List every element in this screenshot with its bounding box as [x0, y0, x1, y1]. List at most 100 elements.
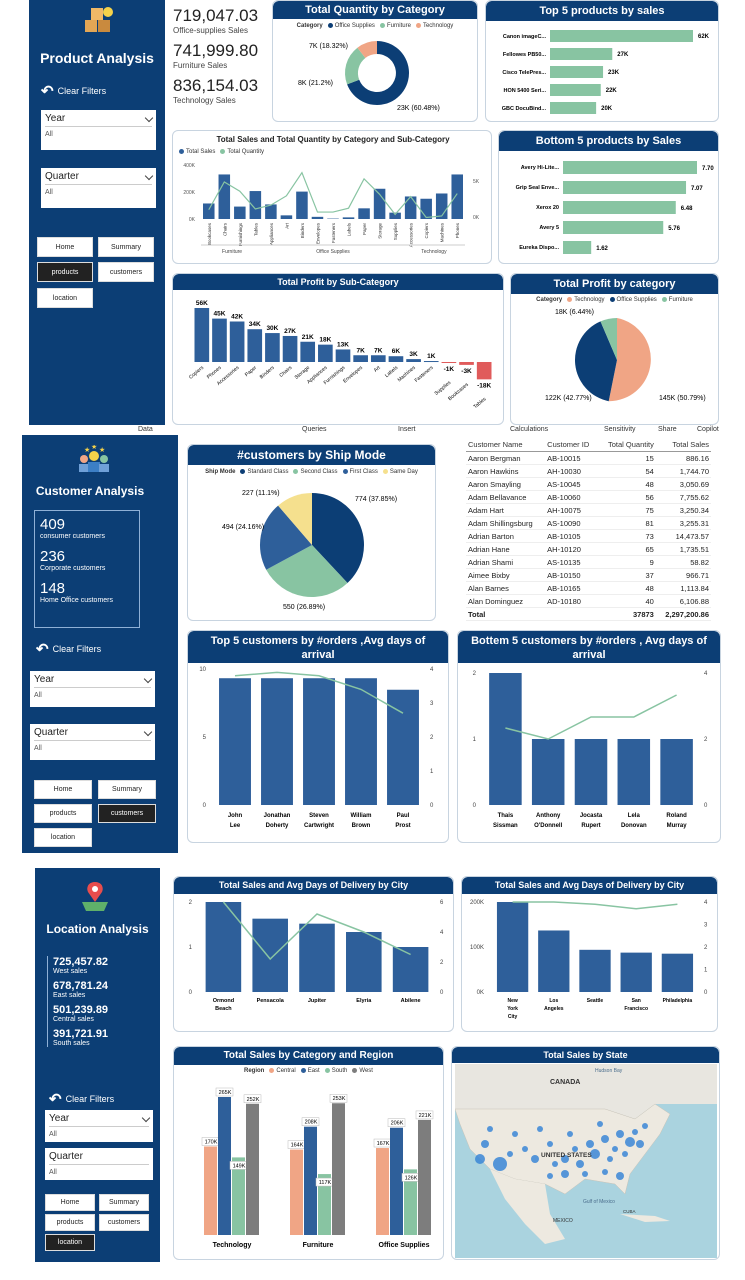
state-bubble[interactable] — [601, 1135, 609, 1143]
card-title: Total Profit by Sub-Category — [173, 274, 503, 290]
state-bubble[interactable] — [547, 1173, 553, 1179]
state-bubble[interactable] — [632, 1129, 638, 1135]
state-bubble[interactable] — [602, 1169, 608, 1175]
pie-slice-sameday — [278, 493, 312, 545]
tab-sensitivity[interactable]: Sensitivity — [604, 426, 636, 433]
state-bubble[interactable] — [576, 1160, 584, 1168]
table-row[interactable]: Alan Dominguez AD-10180 40 6,106.88 — [466, 594, 711, 608]
quarter-slicer[interactable]: Quarter All — [41, 168, 156, 208]
table-row[interactable]: Aaron Bergman AB-10015 15 886.16 — [466, 451, 711, 465]
state-bubble[interactable] — [622, 1151, 628, 1157]
year-slicer[interactable]: Year All — [30, 671, 155, 707]
quarter-slicer[interactable]: Quarter All — [45, 1148, 153, 1180]
bar — [531, 739, 565, 805]
avg-days-line — [222, 901, 411, 961]
state-bubble[interactable] — [582, 1171, 588, 1177]
bar — [550, 84, 601, 96]
table-cell: Aimee Bixby — [466, 568, 546, 582]
table-row[interactable]: Aaron Hawkins AH-10030 54 1,744.70 — [466, 464, 711, 478]
category-label: Office Supplies — [379, 1242, 430, 1249]
nav-customers-button[interactable]: customers — [99, 1214, 149, 1231]
tick-label: 0K — [189, 217, 196, 223]
tick-label: 400K — [183, 163, 195, 169]
tab-queries[interactable]: Queries — [302, 426, 327, 433]
state-bubble[interactable] — [481, 1140, 489, 1148]
column-header[interactable]: Customer Name — [466, 438, 546, 452]
clear-filters-button[interactable]: ↶ Clear Filters — [49, 1091, 115, 1108]
nav-home-button[interactable]: Home — [45, 1194, 95, 1211]
state-bubble[interactable] — [512, 1131, 518, 1137]
state-bubble[interactable] — [616, 1130, 624, 1138]
state-bubble[interactable] — [552, 1161, 558, 1167]
bar — [418, 1119, 431, 1235]
nav-products-button[interactable]: products — [34, 804, 92, 823]
table-cell: Adrian Barton — [466, 529, 546, 543]
column-header[interactable]: Customer ID — [545, 438, 599, 452]
us-state-map[interactable]: CANADA UNITED STATES MEXICO Gulf of Mexi… — [455, 1064, 717, 1258]
state-bubble[interactable] — [522, 1146, 528, 1152]
table-row[interactable]: Aaron Smayling AS-10045 48 3,050.69 — [466, 477, 711, 491]
state-bubble[interactable] — [537, 1126, 543, 1132]
state-bubble[interactable] — [612, 1146, 618, 1152]
year-slicer[interactable]: Year All — [45, 1110, 153, 1142]
state-bubble[interactable] — [586, 1140, 594, 1148]
state-bubble[interactable] — [567, 1131, 573, 1137]
nav-customers-button[interactable]: customers — [98, 262, 154, 282]
table-cell: AS-10135 — [545, 555, 599, 569]
state-bubble[interactable] — [572, 1146, 578, 1152]
column-header[interactable]: Total Sales — [655, 438, 711, 452]
table-row[interactable]: Adrian Barton AB-10105 73 14,473.57 — [466, 529, 711, 543]
bar — [420, 198, 432, 219]
kpi-label: West sales — [53, 968, 88, 975]
state-bubble[interactable] — [590, 1149, 600, 1159]
nav-summary-button[interactable]: Summary — [98, 237, 154, 257]
nav-customers-button[interactable]: customers — [98, 804, 156, 823]
year-slicer[interactable]: Year All — [41, 110, 156, 150]
nav-location-button[interactable]: location — [37, 288, 93, 308]
state-bubble[interactable] — [616, 1172, 624, 1180]
table-row[interactable]: Aimee Bixby AB-10150 37 966.71 — [466, 568, 711, 582]
tab-copilot[interactable]: Copilot — [697, 426, 719, 433]
pie-slice-standard — [312, 493, 365, 583]
table-row[interactable]: Adam Hart AH-10075 75 3,250.34 — [466, 503, 711, 517]
state-bubble[interactable] — [547, 1141, 553, 1147]
state-bubble[interactable] — [507, 1151, 513, 1157]
state-bubble[interactable] — [625, 1137, 635, 1147]
state-bubble[interactable] — [642, 1123, 648, 1129]
nav-products-button[interactable]: products — [37, 262, 93, 282]
state-bubble[interactable] — [487, 1126, 493, 1132]
state-bubble[interactable] — [636, 1140, 644, 1148]
quarter-slicer[interactable]: Quarter All — [30, 724, 155, 760]
tab-data[interactable]: Data — [138, 426, 153, 433]
state-bubble[interactable] — [475, 1154, 485, 1164]
nav-location-button[interactable]: location — [45, 1234, 95, 1251]
table-row[interactable]: Adrian Shami AS-10135 9 58.82 — [466, 555, 711, 569]
state-bubble[interactable] — [561, 1170, 569, 1178]
table-row[interactable]: Adrian Hane AH-10120 65 1,735.51 — [466, 542, 711, 556]
state-bubble[interactable] — [607, 1156, 613, 1162]
data-label: 221K — [419, 1113, 432, 1119]
table-row[interactable]: Alan Barnes AB-10165 48 1,113.84 — [466, 581, 711, 595]
nav-products-button[interactable]: products — [45, 1214, 95, 1231]
state-bubble[interactable] — [531, 1155, 539, 1163]
tab-insert[interactable]: Insert — [398, 426, 416, 433]
state-bubble[interactable] — [493, 1157, 507, 1171]
nav-summary-button[interactable]: Summary — [98, 780, 156, 799]
nav-location-button[interactable]: location — [34, 828, 92, 847]
bar — [370, 355, 386, 362]
column-header[interactable]: Total Quantity — [598, 438, 656, 452]
tab-calculations[interactable]: Calculations — [510, 426, 549, 433]
tick-label: Tables — [473, 396, 488, 410]
clear-filters-button[interactable]: ↶ Clear Filters — [41, 83, 107, 100]
table-row[interactable]: Adam Bellavance AB-10060 56 7,755.62 — [466, 490, 711, 504]
state-bubble[interactable] — [597, 1121, 603, 1127]
nav-home-button[interactable]: Home — [34, 780, 92, 799]
nav-home-button[interactable]: Home — [37, 237, 93, 257]
table-row[interactable]: Adam Shillingsburg AS-10090 81 3,255.31 — [466, 516, 711, 530]
tab-share[interactable]: Share — [658, 426, 677, 433]
state-bubble[interactable] — [561, 1155, 569, 1163]
bar-label: Avery Hi-Lite... — [521, 165, 560, 171]
clear-filters-button[interactable]: ↶ Clear Filters — [36, 641, 102, 658]
nav-summary-button[interactable]: Summary — [99, 1194, 149, 1211]
slice-label: 8K (21.2%) — [298, 80, 333, 87]
